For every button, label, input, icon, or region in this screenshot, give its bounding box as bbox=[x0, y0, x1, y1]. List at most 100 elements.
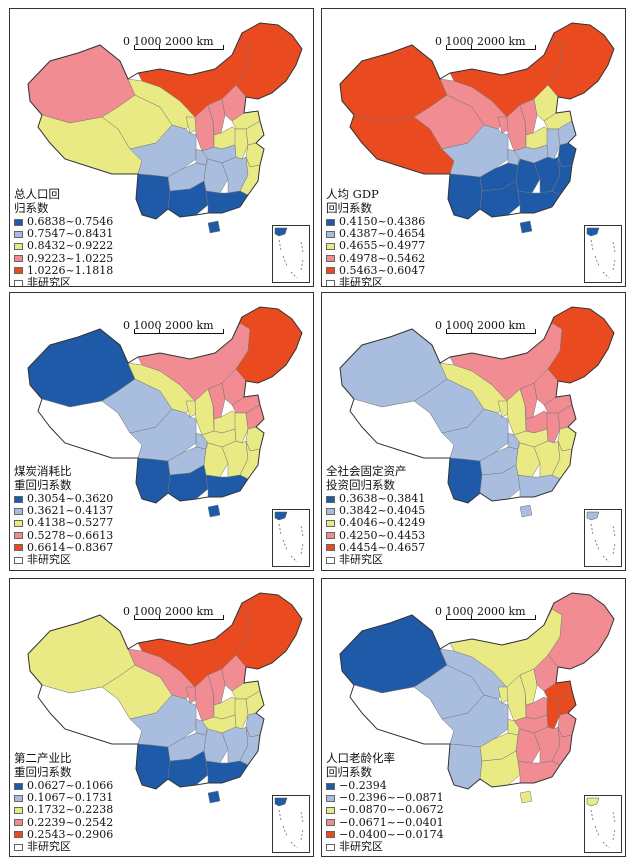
legend-swatch bbox=[14, 843, 23, 851]
legend-swatch bbox=[326, 242, 335, 250]
legend-label: 0.2239~0.2542 bbox=[27, 815, 114, 829]
region-guangdong bbox=[517, 474, 561, 498]
legend-label: 非研究区 bbox=[27, 553, 71, 567]
legend-swatch bbox=[14, 806, 23, 814]
map-panel-3: 0 1000 2000 km 煤炭消耗比 重回归系数 0.3054~0.3620 0.… bbox=[9, 292, 314, 571]
south-china-sea-inset bbox=[272, 509, 310, 567]
legend-swatch bbox=[326, 267, 335, 275]
legend-label: 0.4046~0.4249 bbox=[339, 516, 426, 530]
legend-swatch bbox=[326, 532, 335, 540]
legend-item: 0.4655~0.4977 bbox=[326, 239, 425, 252]
legend-item-no-data: 非研究区 bbox=[326, 553, 425, 566]
legend-swatch bbox=[14, 519, 23, 527]
region-hainan bbox=[207, 220, 221, 234]
legend-item: 0.4046~0.4249 bbox=[326, 516, 426, 530]
region-hainan bbox=[207, 790, 221, 804]
region-anhui bbox=[546, 698, 561, 730]
country-outline bbox=[27, 306, 303, 504]
legend-item: 0.4978~0.5462 bbox=[326, 251, 426, 265]
scale-label: 0 1000 2000 km bbox=[435, 35, 526, 48]
legend-swatch bbox=[14, 794, 23, 802]
legend-item: 0.2239~0.2542 bbox=[14, 815, 114, 829]
region-anhui bbox=[234, 698, 249, 730]
legend-item: 0.3842~0.4045 bbox=[326, 504, 425, 517]
legend-title: 人均 GDP 回归系数 bbox=[326, 187, 379, 215]
legend-swatch bbox=[14, 279, 23, 286]
legend-label: 0.4387~0.4654 bbox=[339, 227, 426, 241]
legend-label: 非研究区 bbox=[27, 276, 71, 287]
legend-swatch bbox=[326, 519, 335, 527]
south-china-sea-inset bbox=[584, 225, 622, 283]
legend-item-no-data: 非研究区 bbox=[326, 276, 425, 286]
region-anhui bbox=[234, 412, 249, 444]
legend-label: 非研究区 bbox=[27, 840, 71, 854]
legend-label: 0.1732~0.2238 bbox=[27, 803, 114, 817]
legend-item-no-data: 非研究区 bbox=[326, 840, 444, 854]
legend-label: 非研究区 bbox=[339, 840, 383, 854]
legend-label: 0.4978~0.5462 bbox=[339, 251, 426, 265]
legend-item: 0.6614~0.8367 bbox=[14, 541, 113, 554]
legend-label: 0.3638~0.3841 bbox=[339, 492, 426, 506]
legend-item: 0.0627~0.1066 bbox=[14, 779, 114, 793]
legend-label: 0.1067~0.1731 bbox=[27, 791, 114, 805]
region-anhui bbox=[546, 412, 561, 444]
legend-label: 0.6838~0.7546 bbox=[27, 215, 114, 229]
region-hainan bbox=[519, 790, 533, 804]
country-outline bbox=[27, 592, 303, 790]
scale-bar bbox=[446, 615, 536, 620]
legend-item: 0.1732~0.2238 bbox=[14, 803, 114, 817]
legend-item: 0.3638~0.3841 bbox=[326, 492, 426, 506]
scale-label: 0 1000 2000 km bbox=[435, 605, 526, 618]
region-guangdong bbox=[205, 474, 249, 498]
legend-label: 0.3054~0.3620 bbox=[27, 492, 114, 506]
legend-swatch bbox=[14, 267, 23, 275]
region-guangdong bbox=[517, 760, 561, 784]
region-anhui bbox=[234, 128, 249, 160]
legend-item: −0.2394 bbox=[326, 779, 444, 792]
legend: 全社会固定资产 投资回归系数 0.3638~0.3841 0.3842~0.4045… bbox=[326, 464, 425, 566]
scale-label: 0 1000 2000 km bbox=[435, 319, 526, 332]
legend-item-no-data: 非研究区 bbox=[14, 276, 113, 287]
legend: 人口老龄化率 回归系数 −0.2394 −0.2396~−0.0871 −0.0870… bbox=[326, 751, 444, 853]
legend-item: 1.0226~1.1818 bbox=[14, 264, 113, 277]
map-panel-6: 0 1000 2000 km 人口老龄化率 回归系数 −0.2394 −0.2396~… bbox=[321, 578, 626, 857]
country-outline bbox=[339, 22, 615, 220]
legend-swatch bbox=[14, 242, 23, 250]
legend-item: 0.4387~0.4654 bbox=[326, 227, 426, 241]
choropleth-map bbox=[339, 22, 615, 234]
legend-swatch bbox=[14, 544, 23, 552]
south-china-sea-inset bbox=[584, 795, 622, 853]
legend-item: 0.9223~1.0225 bbox=[14, 252, 113, 265]
legend-swatch bbox=[326, 794, 335, 802]
legend-label: −0.2396~−0.0871 bbox=[339, 791, 444, 805]
region-anhui bbox=[546, 128, 561, 160]
legend-label: 0.5463~0.6047 bbox=[339, 263, 426, 277]
region-guangdong bbox=[205, 760, 249, 784]
legend-label: 0.7547~0.8431 bbox=[27, 227, 114, 241]
legend-item: 0.5278~0.6613 bbox=[14, 529, 113, 542]
legend-label: 0.4150~0.4386 bbox=[339, 215, 426, 229]
legend-swatch bbox=[14, 782, 23, 790]
scale-label: 0 1000 2000 km bbox=[123, 319, 214, 332]
choropleth-map bbox=[339, 592, 615, 804]
scale-bar bbox=[446, 45, 536, 50]
legend-label: 0.0627~0.1066 bbox=[27, 779, 114, 793]
region-guangdong bbox=[517, 190, 561, 214]
legend-item: 0.2543~0.2906 bbox=[14, 828, 113, 841]
legend-swatch bbox=[14, 495, 23, 503]
legend-swatch bbox=[326, 556, 335, 564]
legend-item: 0.7547~0.8431 bbox=[14, 227, 114, 241]
legend: 总人口回 归系数 0.6838~0.7546 0.7547~0.8431 0.8432… bbox=[14, 187, 114, 287]
legend-item-no-data: 非研究区 bbox=[14, 553, 113, 567]
legend-item: 0.4454~0.4657 bbox=[326, 541, 425, 554]
choropleth-map bbox=[339, 306, 615, 518]
legend-swatch bbox=[14, 230, 23, 238]
legend-item: 0.4250~0.4453 bbox=[326, 529, 425, 542]
legend-item: 0.4150~0.4386 bbox=[326, 215, 426, 229]
scale-bar bbox=[134, 615, 224, 620]
legend-item: 0.8432~0.9222 bbox=[14, 239, 113, 252]
legend-item: 0.3054~0.3620 bbox=[14, 492, 114, 506]
legend-swatch bbox=[326, 843, 335, 851]
legend: 煤炭消耗比 重回归系数 0.3054~0.3620 0.3621~0.4137 0.4… bbox=[14, 464, 113, 566]
legend-swatch bbox=[326, 544, 335, 552]
